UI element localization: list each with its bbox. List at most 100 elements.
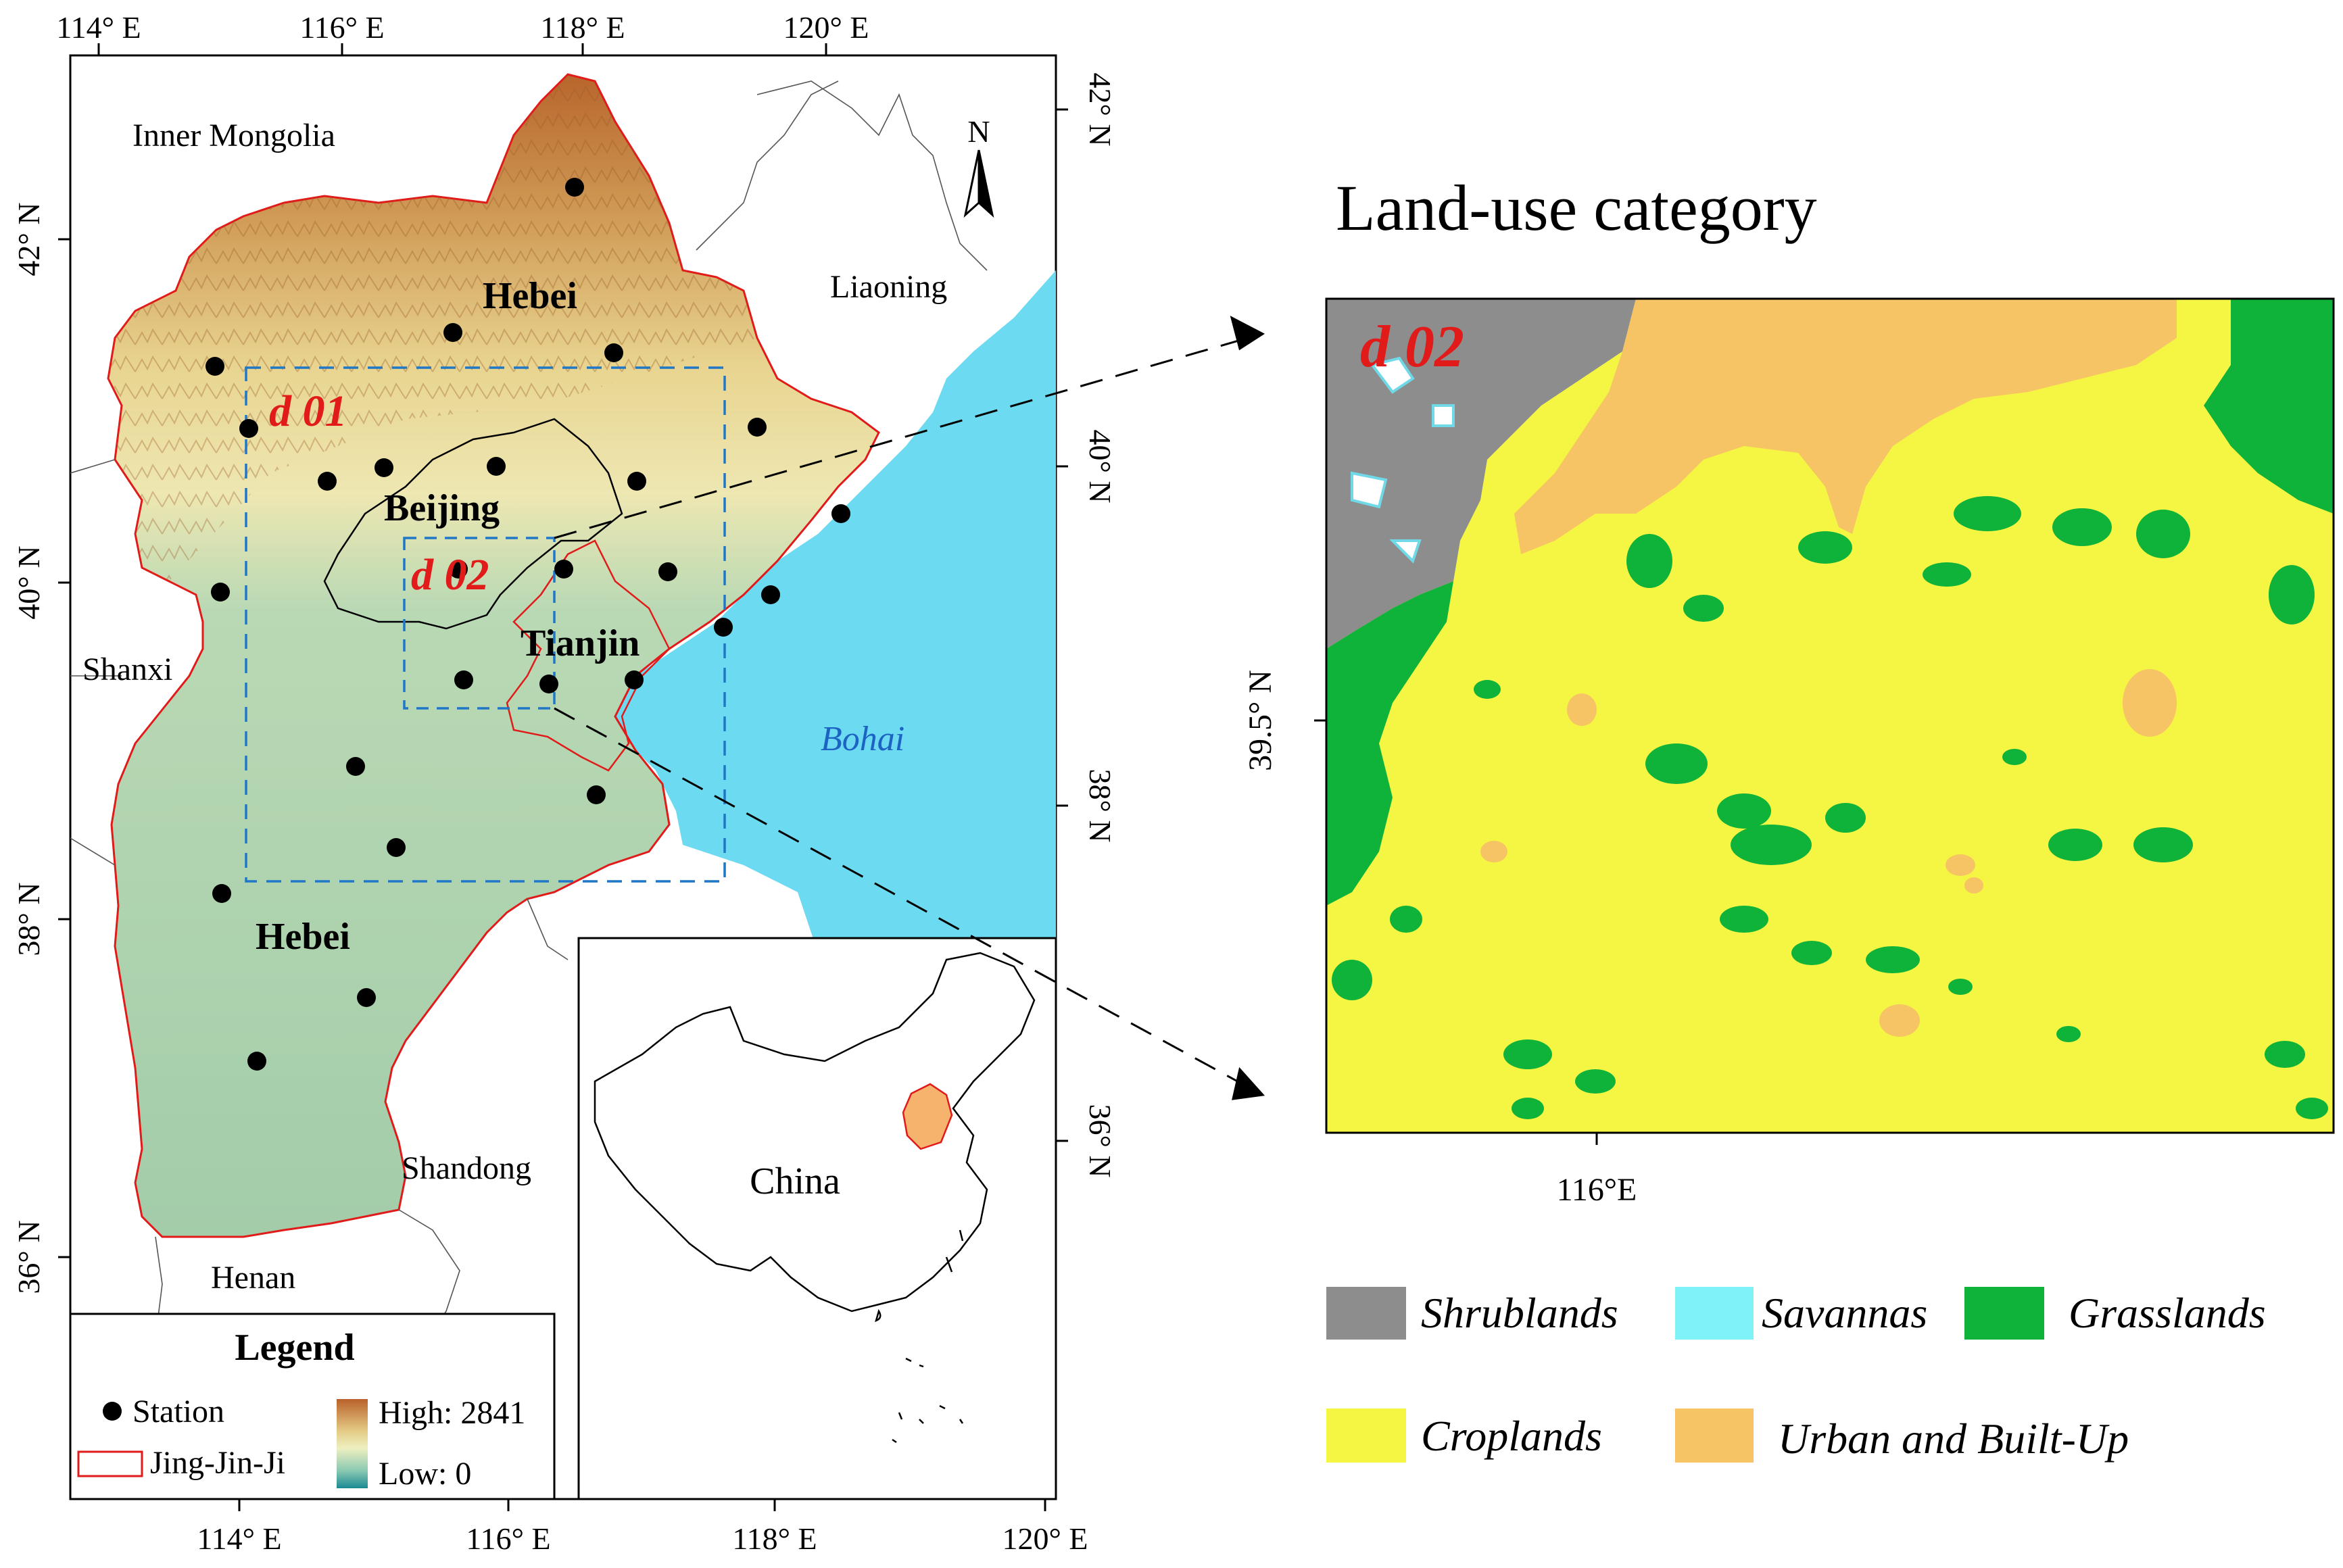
tick-label: 120° E (783, 10, 869, 45)
legend-high-label: High: 2841 (379, 1395, 525, 1431)
jing-jin-ji-inset (902, 1083, 953, 1150)
legend-swatch-grasslands (1964, 1287, 2044, 1340)
left-tick-labels: 42° N 40° N 38° N 36° N (11, 202, 46, 1294)
label-d01: d 01 (269, 387, 347, 436)
station (206, 357, 224, 376)
grassland-patches (1326, 299, 2334, 1119)
islands (875, 1229, 964, 1444)
left-map: Inner Mongolia Liaoning Shanxi Shandong … (11, 10, 1117, 1556)
tick-label: 40° N (1083, 429, 1117, 503)
label-inner-mongolia: Inner Mongolia (132, 118, 335, 153)
label-tianjin: Tianjin (521, 622, 639, 664)
legend-label-urban: Urban and Built-Up (1778, 1415, 2129, 1463)
tick-label: 114° E (56, 10, 141, 45)
china-outline (594, 952, 1036, 1313)
china-inset: China (577, 937, 1057, 1500)
station (247, 1052, 266, 1071)
legend-title: Legend (235, 1327, 354, 1369)
station (357, 988, 376, 1007)
north-arrow-icon: N (963, 114, 994, 218)
station (761, 585, 780, 604)
tick-label: 118° E (540, 10, 625, 45)
left-graticule (58, 43, 1068, 1511)
label-beijing: Beijing (384, 487, 500, 529)
station (449, 560, 468, 579)
map-legend: Legend Station Jing-Jin-Ji High: 2841 Lo… (69, 1313, 556, 1500)
label-shanxi: Shanxi (82, 652, 172, 687)
station (387, 838, 406, 857)
station (539, 675, 558, 693)
tick-label: 116° E (299, 10, 384, 45)
right-tick-labels: 42° N 40° N 38° N 36° N (1083, 72, 1117, 1177)
legend-swatch-urban (1675, 1408, 1754, 1463)
legend-station-symbol (103, 1402, 122, 1421)
station (454, 670, 473, 689)
savanna-patches (1351, 356, 1455, 564)
legend-boundary-symbol (77, 1450, 143, 1477)
mountain-texture (108, 74, 757, 581)
station (211, 583, 230, 602)
shrublands-area (1326, 299, 1636, 649)
tick-label: 42° N (11, 202, 46, 276)
legend-low-label: Low: 0 (379, 1456, 471, 1492)
tick-label: 42° N (1083, 72, 1117, 146)
station (554, 560, 573, 579)
tick-label: 116° E (466, 1521, 550, 1556)
label-hebei-south: Hebei (256, 916, 350, 958)
province-borders (70, 80, 988, 1392)
zoom-leader-lines (554, 316, 1265, 1100)
station (318, 472, 337, 491)
label-hebei-north: Hebei (483, 275, 577, 317)
domain-d02-box (403, 537, 556, 710)
bottom-tick-labels: 114° E 116° E 118° E 120° E (197, 1521, 1088, 1556)
label-china: China (750, 1160, 840, 1202)
tick-label: 38° N (1083, 768, 1117, 842)
tick-label: 38° N (11, 882, 46, 956)
station (714, 618, 733, 637)
station (625, 670, 644, 689)
station (748, 418, 767, 437)
right-domain-label: d 02 (1360, 314, 1464, 380)
label-liaoning: Liaoning (830, 269, 947, 305)
tick-label: 118° E (732, 1521, 817, 1556)
legend-label-shrublands: Shrublands (1421, 1289, 1618, 1337)
station (587, 785, 606, 804)
station (627, 472, 646, 491)
legend-boundary-label: Jing-Jin-Ji (150, 1445, 285, 1481)
right-map-frame (1325, 297, 2335, 1134)
land-use-legend: Shrublands Savannas Grasslands Croplands… (1326, 1287, 2266, 1463)
land-use-title: Land-use category (1336, 172, 1817, 244)
legend-label-savannas: Savannas (1762, 1289, 1927, 1337)
legend-swatch-savannas (1675, 1287, 1754, 1340)
station (443, 323, 462, 342)
beijing-boundary (323, 418, 623, 630)
svg-text:N: N (967, 114, 990, 149)
urban-patches (1480, 669, 2177, 1037)
legend-elevation-ramp (337, 1399, 368, 1488)
station (375, 458, 393, 477)
station (565, 178, 584, 197)
label-bohai: Bohai (821, 720, 904, 758)
label-d02: d 02 (411, 550, 489, 599)
station (831, 504, 850, 523)
stations (206, 178, 850, 1071)
station (346, 757, 365, 776)
tick-label: 120° E (1003, 1521, 1088, 1556)
tick-label: 40° N (11, 545, 46, 619)
tick-label: 114° E (197, 1521, 281, 1556)
station (604, 343, 623, 362)
legend-swatch-shrublands (1326, 1287, 1406, 1340)
top-tick-labels: 114° E 116° E 118° E 120° E (56, 10, 869, 45)
right-map: Land-use category (1242, 172, 2335, 1463)
legend-swatch-croplands (1326, 1408, 1406, 1463)
tick-label: 36° N (1083, 1104, 1117, 1177)
tick-label: 36° N (11, 1220, 46, 1294)
legend-station-label: Station (132, 1394, 224, 1429)
station (212, 884, 231, 903)
label-henan: Henan (211, 1260, 295, 1296)
x-tick-label: 116°E (1557, 1172, 1637, 1208)
station (658, 562, 677, 581)
legend-label-grasslands: Grasslands (2069, 1289, 2266, 1337)
tianjin-boundary (506, 539, 671, 772)
